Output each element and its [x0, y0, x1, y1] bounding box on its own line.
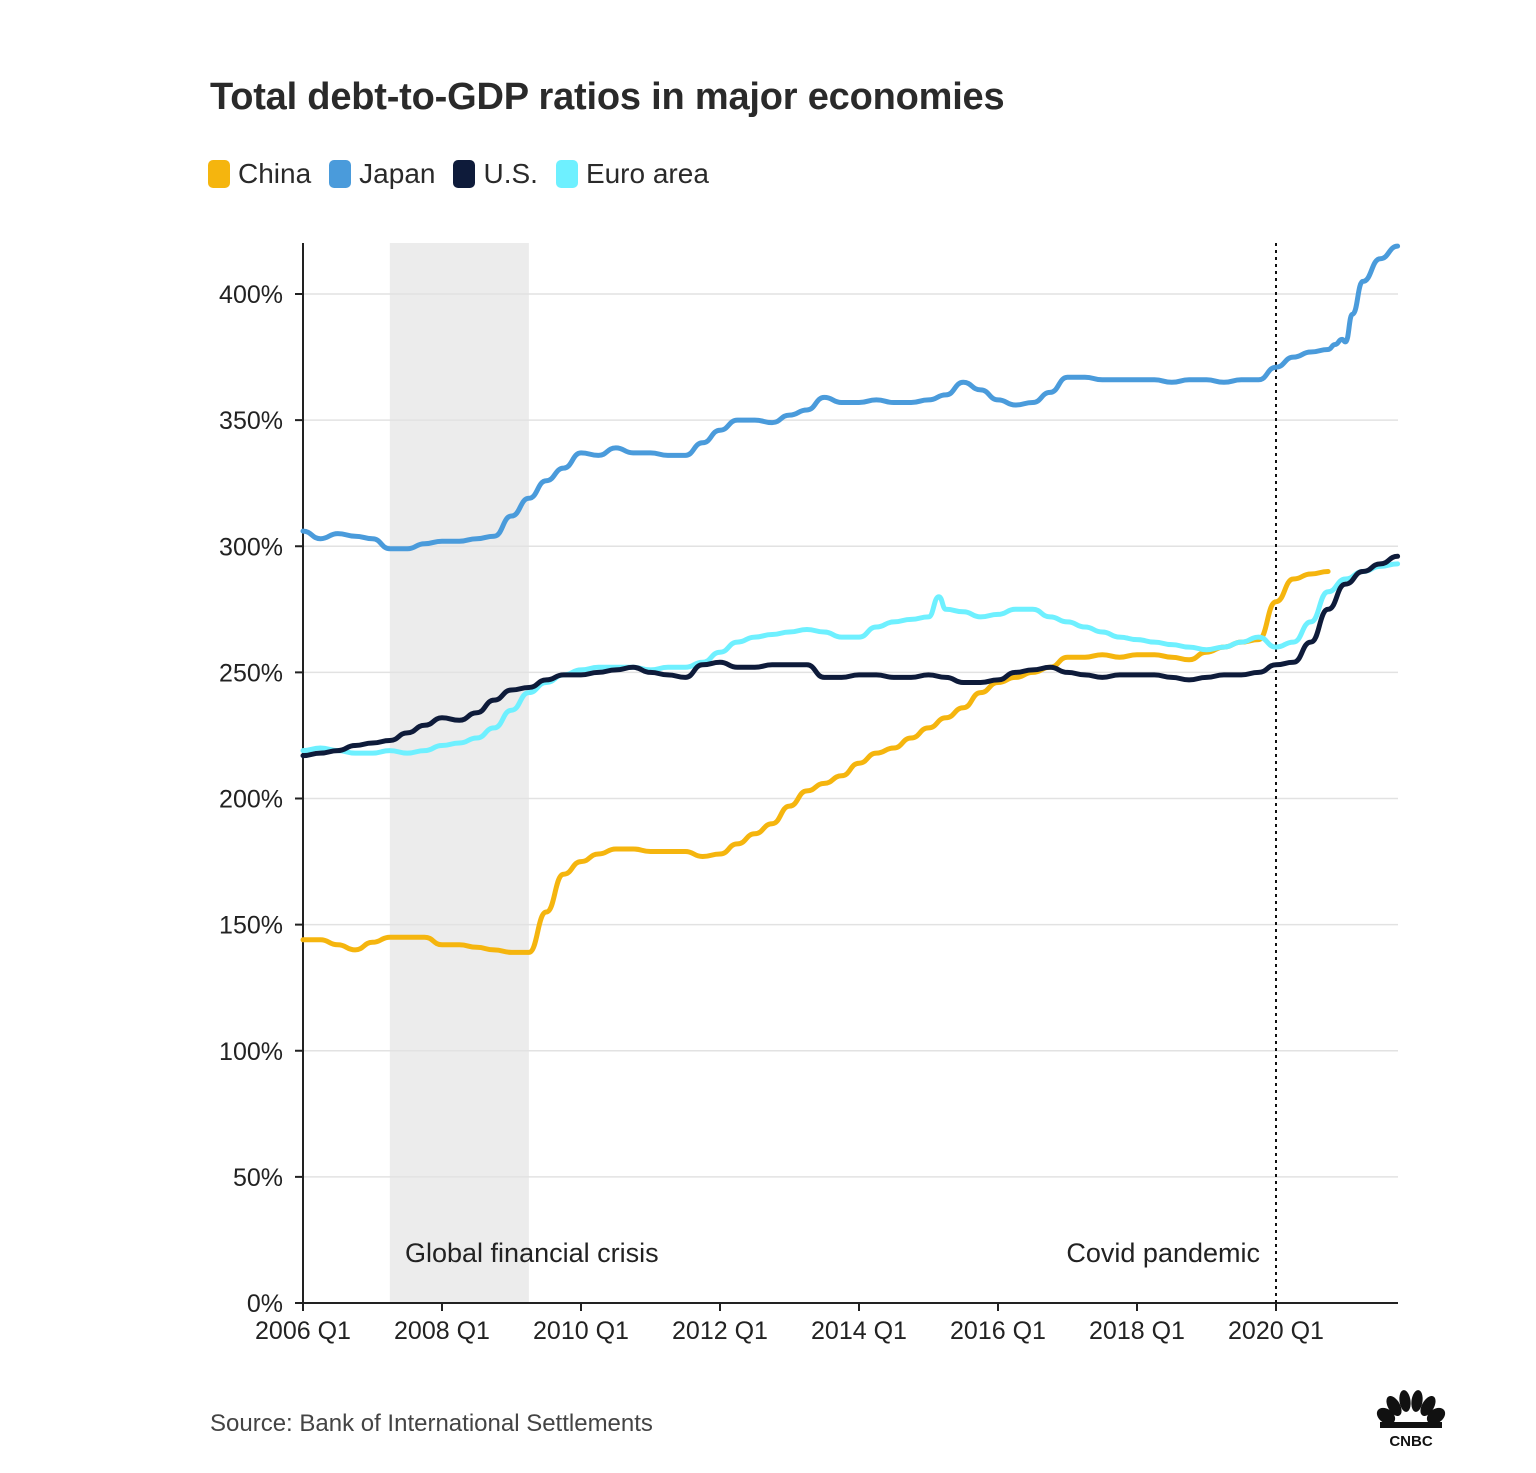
- crisis-label: Global financial crisis: [405, 1238, 659, 1268]
- x-tick-label: 2016 Q1: [950, 1317, 1046, 1345]
- series-line-euro-area: [300, 561, 1401, 756]
- source-note: Source: Bank of International Settlement…: [210, 1410, 653, 1437]
- legend-swatch-china: [208, 160, 230, 188]
- legend-label-euro: Euro area: [585, 158, 709, 189]
- legend-item-euro: Euro area: [555, 158, 709, 190]
- legend-swatch-japan: [329, 160, 352, 188]
- y-tick-label: 150%: [219, 912, 283, 940]
- legend-label-us: U.S.: [483, 158, 538, 189]
- covid-label: Covid pandemic: [1066, 1238, 1260, 1268]
- x-tick-label: 2006 Q1: [255, 1317, 351, 1345]
- y-tick-label: 50%: [233, 1164, 283, 1192]
- x-tick-label: 2010 Q1: [533, 1317, 629, 1345]
- legend-swatch-us: [453, 160, 476, 188]
- y-tick-label: 400%: [219, 281, 283, 309]
- y-tick-label: 250%: [219, 659, 283, 687]
- series-line-u-s: [300, 553, 1401, 759]
- legend-item-us: U.S.: [453, 158, 538, 190]
- logo-text: CNBC: [1389, 1433, 1432, 1450]
- line-chart: 0% 50% 100% 150% 200% 250% 300% 350% 400% 2006 Q1…: [219, 243, 1401, 1345]
- y-tick-label: 200%: [219, 786, 283, 814]
- x-tick-label: 2008 Q1: [394, 1317, 490, 1345]
- cnbc-peacock-logo: CNBC: [1376, 1390, 1446, 1450]
- series-line-china: [300, 569, 1331, 955]
- legend-label-china: China: [238, 158, 312, 189]
- x-tick-label: 2012 Q1: [672, 1317, 768, 1345]
- y-tick-label: 350%: [219, 407, 283, 435]
- y-tick-label: 0%: [247, 1290, 283, 1318]
- legend-swatch-euro: [555, 160, 578, 188]
- legend-label-japan: Japan: [359, 158, 436, 189]
- legend-item-china: China: [208, 158, 311, 190]
- x-tick-label: 2018 Q1: [1089, 1317, 1185, 1345]
- chart-title: Total debt-to-GDP ratios in major econom…: [210, 76, 1005, 118]
- y-tick-label: 300%: [219, 533, 283, 561]
- y-tick-label: 100%: [219, 1038, 283, 1066]
- legend: China Japan U.S. Euro area: [208, 158, 709, 190]
- series-line-japan: [300, 243, 1401, 552]
- x-tick-label: 2014 Q1: [811, 1317, 907, 1345]
- legend-item-japan: Japan: [329, 158, 435, 190]
- x-tick-label: 2020 Q1: [1228, 1317, 1324, 1345]
- crisis-shaded-region: [389, 243, 529, 1303]
